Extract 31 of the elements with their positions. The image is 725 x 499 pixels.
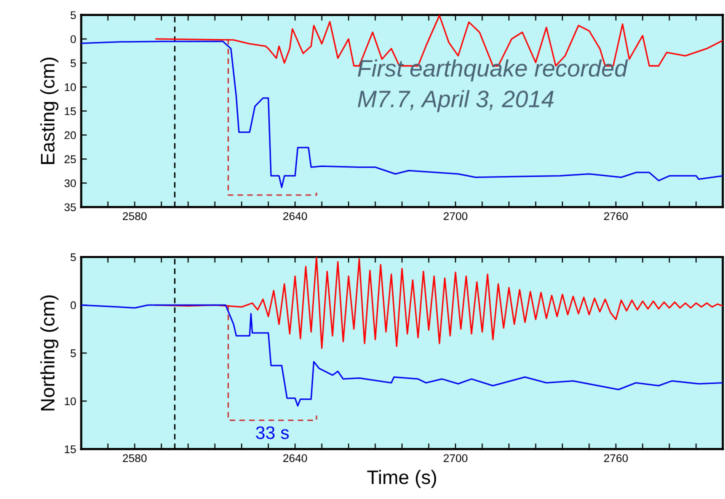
- y-tick-label: 10: [64, 83, 76, 92]
- x-tick-label: 2640: [283, 212, 307, 220]
- y-tick-label: 5: [70, 11, 76, 20]
- x-tick-label: 2640: [283, 454, 307, 462]
- x-tick-label: 2700: [444, 454, 468, 462]
- x-tick-label: 2580: [122, 454, 147, 462]
- x-tick-label: 2760: [604, 212, 628, 220]
- y-tick-label: 20: [64, 131, 76, 140]
- y-tick-label: 10: [64, 397, 76, 406]
- line-series: [81, 304, 723, 407]
- y-tick-label: 0: [70, 301, 76, 310]
- y-tick-label: 30: [64, 179, 76, 188]
- y-axis-title: Northing (cm): [40, 295, 58, 410]
- x-tick-label: 2580: [122, 212, 147, 220]
- x-tick-label: 2760: [604, 454, 628, 462]
- y-tick-label: 5: [70, 59, 76, 68]
- y-tick-label: 0: [70, 35, 76, 44]
- y-tick-label: 15: [64, 107, 76, 116]
- annotation: First earthquake recorded: [358, 59, 628, 82]
- x-tick-label: 2700: [444, 212, 468, 220]
- annotation: 33 s: [256, 426, 289, 440]
- x-axis-title: Time (s): [367, 470, 436, 488]
- y-tick-label: 15: [64, 445, 76, 454]
- y-axis-title: Easting (cm): [40, 58, 58, 164]
- line-series: [81, 40, 723, 188]
- y-tick-label: 5: [70, 349, 76, 358]
- y-tick-label: 35: [64, 203, 76, 212]
- y-tick-label: 5: [70, 253, 76, 262]
- annotation: M7.7, April 3, 2014: [358, 90, 554, 112]
- line-series: [155, 257, 723, 349]
- y-tick-label: 25: [64, 155, 76, 164]
